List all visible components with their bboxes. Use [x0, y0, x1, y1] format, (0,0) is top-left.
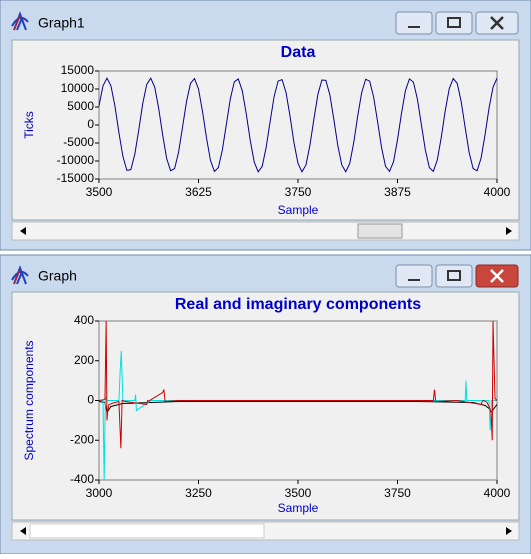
x-tick-label: 3750 [285, 185, 312, 199]
y-tick-label: -15000 [57, 171, 95, 185]
x-axis-label: Sample [278, 203, 319, 217]
x-tick-label: 4000 [484, 486, 511, 500]
y-tick-label: 15000 [61, 63, 95, 77]
scroll-thumb[interactable] [357, 223, 403, 239]
y-tick-label: 400 [74, 313, 94, 327]
y-tick-label: 10000 [61, 81, 95, 95]
x-tick-label: 3625 [185, 185, 212, 199]
y-axis-label: Spectrum components [22, 340, 36, 460]
y-tick-label: 5000 [67, 99, 94, 113]
y-tick-label: -5000 [63, 135, 94, 149]
y-tick-label: 0 [87, 117, 94, 131]
x-tick-label: 3875 [384, 185, 411, 199]
y-tick-label: 200 [74, 353, 94, 367]
x-tick-label: 3000 [86, 486, 113, 500]
x-tick-label: 3250 [185, 486, 212, 500]
x-tick-label: 3500 [86, 185, 113, 199]
scrollbar[interactable] [11, 221, 520, 241]
x-axis-label: Sample [278, 501, 319, 515]
app-icon [11, 265, 29, 285]
x-tick-label: 4000 [484, 185, 511, 199]
data-line [98, 77, 498, 173]
y-axis-label: Ticks [22, 111, 36, 139]
data-line [98, 320, 498, 449]
chart-title: Data [281, 44, 316, 61]
y-tick-label: -400 [70, 472, 94, 486]
x-tick-label: 3500 [285, 486, 312, 500]
maximize-button[interactable] [435, 11, 473, 35]
scroll-thumb[interactable] [29, 523, 265, 539]
maximize-button[interactable] [435, 264, 473, 288]
window-title: Graph1 [38, 15, 85, 31]
app-icon [11, 11, 29, 31]
y-tick-label: 0 [87, 393, 94, 407]
x-tick-label: 3750 [384, 486, 411, 500]
y-tick-label: -200 [70, 432, 94, 446]
window-title: Graph [38, 268, 77, 284]
minimize-button[interactable] [395, 264, 433, 288]
chart-title: Real and imaginary components [175, 296, 421, 313]
data-line [99, 350, 497, 481]
minimize-button[interactable] [395, 11, 433, 35]
y-tick-label: -10000 [57, 153, 95, 167]
